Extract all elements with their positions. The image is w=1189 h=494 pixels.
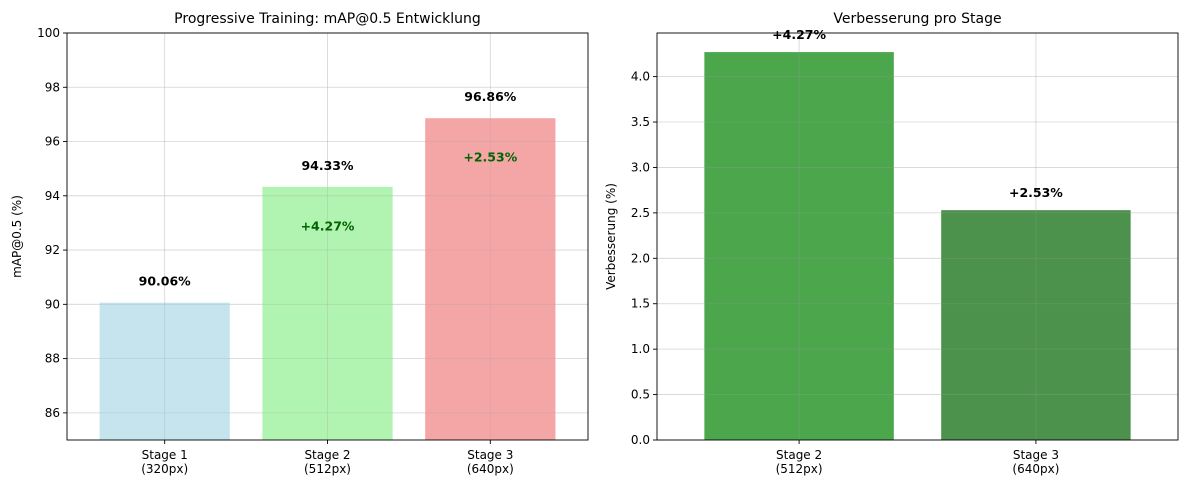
y-tick-label: 3.0 (631, 160, 650, 174)
value-labels: +4.27% +2.53% (772, 27, 1063, 200)
x-tick-label-line: (512px) (776, 462, 823, 476)
gridlines-overlay (67, 32, 588, 440)
y-tick-label: 3.5 (631, 115, 650, 129)
x-tick-label-line: (320px) (141, 462, 188, 476)
x-tick-label-line: (640px) (1012, 462, 1059, 476)
chart-title: Verbesserung pro Stage (833, 11, 1001, 27)
bar (99, 302, 230, 440)
y-tick-label: 94 (45, 189, 60, 203)
improvement-per-stage-chart: +4.27% +2.53% 0.0 0.5 1.0 1.5 2.0 2.5 3.0 3.5 4.0 S… (604, 11, 1179, 476)
value-labels: 90.06% 94.33% 96.86% (139, 89, 517, 289)
x-tick-label-line: Stage 2 (776, 448, 822, 462)
y-tick-label: 2.0 (631, 251, 650, 265)
x-tick-label-line: (512px) (304, 462, 351, 476)
y-axis-ticks: 86 88 90 92 94 96 98 100 (37, 26, 67, 420)
y-tick-label: 90 (45, 297, 60, 311)
mAP-progression-chart: 90.06% 94.33% 96.86% +4.27% +2.53% 86 88 90 92 94… (10, 11, 589, 476)
y-axis-label: mAP@0.5 (%) (10, 195, 24, 278)
x-axis-ticks: Stage 2 (512px) Stage 3 (640px) (776, 440, 1059, 476)
chart-title: Progressive Training: mAP@0.5 Entwicklun… (174, 11, 481, 27)
x-tick-label: Stage 2 (512px) (304, 448, 351, 476)
improvement-labels: +4.27% +2.53% (301, 150, 518, 234)
data-label: 94.33% (301, 158, 354, 173)
improvement-label: +4.27% (301, 218, 355, 233)
x-tick-label-line: Stage 3 (467, 448, 513, 462)
y-tick-label: 1.5 (631, 297, 650, 311)
x-tick-label-line: Stage 2 (304, 448, 350, 462)
y-tick-label: 98 (45, 80, 60, 94)
y-axis-label: Verbesserung (%) (604, 183, 618, 290)
y-tick-label: 2.5 (631, 206, 650, 220)
y-axis-ticks: 0.0 0.5 1.0 1.5 2.0 2.5 3.0 3.5 4.0 (631, 70, 657, 447)
x-tick-label: Stage 3 (640px) (467, 448, 514, 476)
y-tick-label: 0.0 (631, 433, 650, 447)
y-tick-label: 100 (37, 26, 60, 40)
data-label: 90.06% (139, 274, 192, 289)
x-tick-label-line: Stage 1 (142, 448, 188, 462)
y-tick-label: 86 (45, 406, 60, 420)
y-tick-label: 92 (45, 243, 60, 257)
x-tick-label: Stage 3 (640px) (1012, 448, 1059, 476)
y-tick-label: 0.5 (631, 388, 650, 402)
bar (941, 210, 1131, 440)
y-tick-label: 96 (45, 135, 60, 149)
x-tick-label: Stage 1 (320px) (141, 448, 188, 476)
x-tick-label-line: Stage 3 (1013, 448, 1059, 462)
y-tick-label: 88 (45, 352, 60, 366)
data-label: +4.27% (772, 27, 826, 42)
data-label: +2.53% (1009, 185, 1063, 200)
data-label: 96.86% (464, 89, 517, 104)
y-tick-label: 4.0 (631, 70, 650, 84)
gridlines-overlay (657, 33, 1178, 441)
bar (704, 52, 894, 440)
bar (425, 118, 556, 440)
improvement-label: +2.53% (463, 150, 517, 165)
plot-frame (656, 32, 1179, 441)
x-axis-ticks: Stage 1 (320px) Stage 2 (512px) Stage 3 (640p… (141, 440, 514, 476)
bar (262, 186, 393, 440)
x-tick-label-line: (640px) (467, 462, 514, 476)
bars (99, 118, 556, 440)
y-tick-label: 1.0 (631, 342, 650, 356)
bars (704, 52, 1131, 440)
x-tick-label: Stage 2 (512px) (776, 448, 823, 476)
